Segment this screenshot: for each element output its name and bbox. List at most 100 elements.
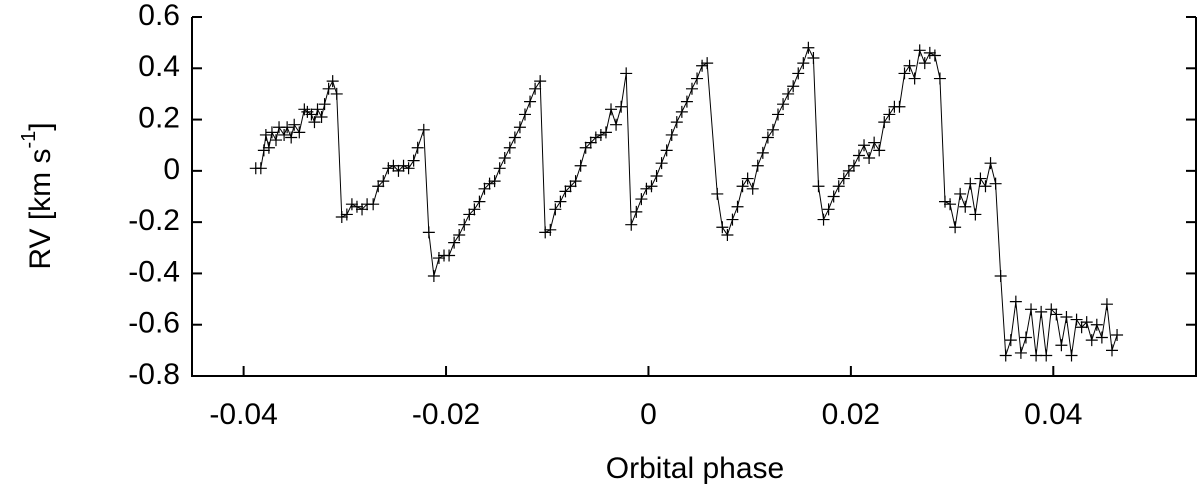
data-point (680, 95, 693, 108)
data-point (913, 44, 926, 57)
data-point (726, 213, 739, 226)
data-point (807, 52, 820, 65)
data-point (928, 49, 941, 62)
data-point (564, 180, 577, 193)
data-point (392, 164, 405, 177)
data-point (1040, 349, 1053, 362)
data-point (262, 141, 275, 154)
data-point (402, 162, 415, 175)
data-point (345, 198, 358, 211)
data-point (377, 175, 390, 188)
data-point (544, 223, 557, 236)
data-point (923, 46, 936, 59)
data-point (443, 249, 456, 262)
x-axis-label: Orbital phase (606, 452, 784, 485)
y-tick-label: -0.8 (128, 358, 180, 391)
y-axis-label: RV [km s-1] (18, 122, 57, 269)
data-point (458, 218, 471, 231)
data-point (954, 187, 967, 200)
data-point (964, 177, 977, 190)
x-tick-label: 0.02 (822, 398, 880, 431)
data-point (397, 159, 410, 172)
data-point (483, 177, 496, 190)
data-point (1065, 349, 1078, 362)
data-point (411, 141, 424, 154)
data-point (372, 180, 385, 193)
y-tick-label: -0.2 (128, 204, 180, 237)
data-point (559, 185, 572, 198)
data-point (432, 252, 445, 265)
data-point (822, 203, 835, 216)
y-tick-label: 0 (163, 153, 180, 186)
data-point (498, 152, 511, 165)
data-point (716, 221, 729, 234)
data-point (1080, 316, 1093, 329)
data-point (1014, 346, 1027, 359)
x-tick-label: 0.04 (1024, 398, 1082, 431)
data-point (999, 349, 1012, 362)
data-point (625, 218, 638, 231)
data-point (1019, 331, 1032, 344)
data-point (751, 159, 764, 172)
data-point (473, 195, 486, 208)
x-tick-label: -0.04 (209, 398, 277, 431)
data-point (701, 57, 714, 70)
data-point (761, 131, 774, 144)
data-point (984, 157, 997, 170)
data-point (569, 175, 582, 188)
data-point (736, 180, 749, 193)
data-point (878, 116, 891, 129)
data-point (685, 82, 698, 95)
data-point (620, 67, 633, 80)
data-point (335, 211, 348, 224)
data-point (994, 269, 1007, 282)
data-point (513, 121, 526, 134)
data-point (367, 198, 380, 211)
y-tick-label: 0.4 (138, 50, 180, 83)
data-point (407, 154, 420, 167)
x-tick-label: -0.02 (412, 398, 480, 431)
y-axis-label-sup: -1 (18, 131, 40, 149)
data-point (305, 108, 318, 121)
data-point (979, 180, 992, 193)
data-point (832, 180, 845, 193)
data-point (908, 72, 921, 85)
data-point (1100, 298, 1113, 311)
data-point (772, 108, 785, 121)
data-point (863, 152, 876, 165)
data-point (691, 72, 704, 85)
data-point (1085, 334, 1098, 347)
data-point (903, 59, 916, 72)
data-point (721, 228, 734, 241)
data-point (488, 175, 501, 188)
data-point (298, 103, 311, 116)
data-point (873, 144, 886, 157)
data-point (539, 226, 552, 239)
data-point (350, 200, 363, 213)
data-point (812, 180, 825, 193)
data-point (534, 75, 547, 88)
data-point (610, 118, 623, 131)
data-point (883, 108, 896, 121)
data-point (330, 87, 343, 100)
data-point (827, 190, 840, 203)
data-point (468, 203, 481, 216)
data-point (1050, 308, 1063, 321)
data-point (1004, 334, 1017, 347)
data-point (918, 57, 931, 70)
data-line (255, 46, 1118, 356)
data-point (741, 172, 754, 185)
data-point (933, 72, 946, 85)
data-point (308, 116, 321, 129)
data-point (650, 169, 663, 182)
data-point (518, 108, 531, 121)
data-point (1030, 349, 1043, 362)
data-point (660, 144, 673, 157)
data-point (777, 98, 790, 111)
data-point (797, 57, 810, 70)
data-point (949, 221, 962, 234)
data-point (630, 205, 643, 218)
data-point (615, 100, 628, 113)
data-point (427, 269, 440, 282)
